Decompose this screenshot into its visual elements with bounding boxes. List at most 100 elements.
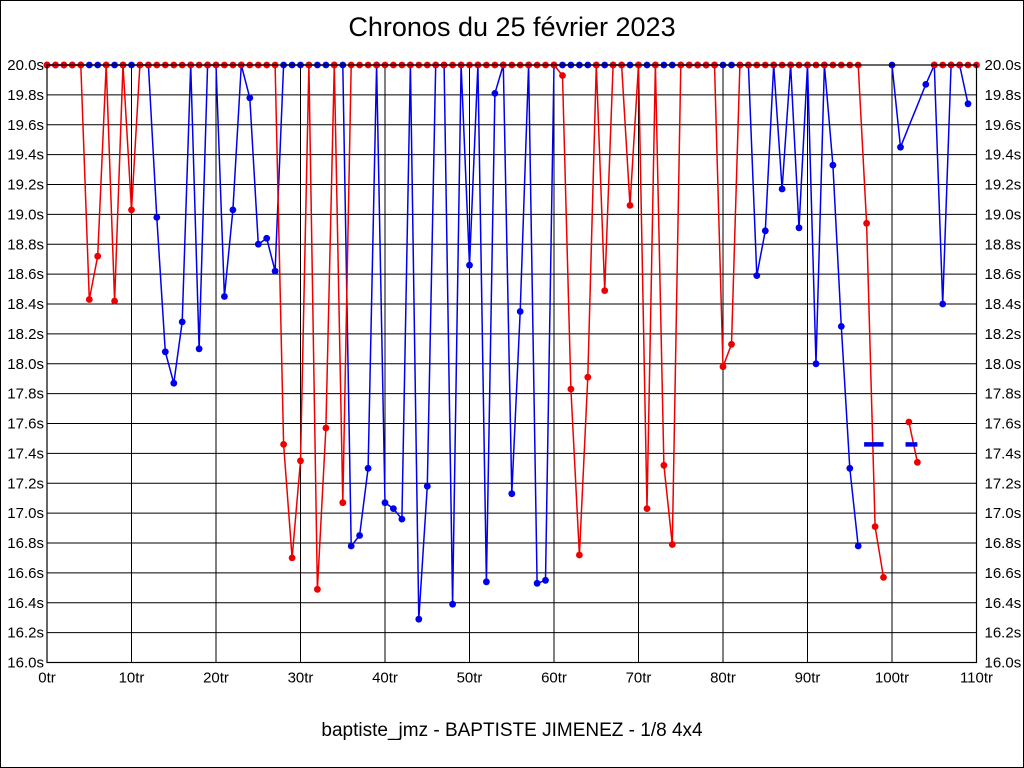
y-tick-label-right: 18.0s	[985, 356, 1022, 373]
data-point	[508, 490, 516, 498]
data-point	[466, 261, 473, 269]
data-point	[753, 272, 761, 279]
y-axis-labels-left: 20.0s 19.8s 19.6s 19.4s 19.2s 19.0s 18.8s 18.6s…	[7, 57, 44, 672]
data-point	[128, 206, 135, 214]
series-line	[908, 421, 919, 463]
x-tick-label: 10tr	[119, 670, 145, 687]
y-tick-label-left: 19.0s	[7, 206, 44, 223]
data-point	[897, 143, 904, 151]
y-tick-label-right: 17.6s	[985, 416, 1022, 433]
data-point	[153, 214, 161, 221]
data-point	[254, 240, 262, 248]
y-tick-label-right: 17.2s	[985, 475, 1022, 492]
data-point	[347, 542, 355, 550]
series-line	[47, 64, 885, 590]
data-point	[280, 441, 287, 448]
y-tick-label-left: 16.0s	[7, 655, 44, 672]
y-tick-label-left: 17.0s	[7, 505, 44, 522]
data-point	[939, 300, 947, 308]
y-tick-label-left: 20.0s	[7, 57, 44, 74]
x-tick-label: 70tr	[626, 670, 652, 687]
data-point	[905, 418, 913, 426]
data-point	[837, 323, 845, 330]
y-tick-label-right: 19.2s	[985, 177, 1022, 194]
data-point	[846, 464, 854, 472]
x-tick-label: 110tr	[960, 670, 993, 687]
y-tick-label-right: 16.6s	[985, 565, 1022, 582]
x-tick-label: 30tr	[288, 670, 314, 687]
data-point	[922, 81, 930, 88]
y-tick-label-left: 18.0s	[7, 356, 44, 373]
y-tick-label-left: 16.8s	[7, 535, 44, 552]
data-point	[854, 542, 862, 550]
data-point	[660, 461, 668, 469]
data-point	[271, 267, 279, 275]
y-tick-label-right: 17.0s	[985, 505, 1022, 522]
y-tick-label-right: 17.4s	[985, 445, 1022, 462]
data-point	[161, 348, 169, 356]
data-point	[170, 379, 178, 387]
data-point	[356, 532, 363, 539]
data-point	[668, 541, 676, 548]
data-point	[449, 600, 456, 608]
data-point	[415, 615, 423, 623]
data-point	[288, 554, 296, 562]
data-point	[871, 523, 879, 530]
y-tick-label-left: 16.2s	[7, 625, 44, 642]
y-tick-label-left: 16.6s	[7, 565, 44, 582]
data-point	[178, 318, 186, 326]
chart-title: Chronos du 25 février 2023	[348, 12, 676, 42]
y-tick-label-right: 16.4s	[985, 595, 1022, 612]
data-point	[364, 464, 372, 472]
data-point	[483, 578, 490, 586]
data-point	[761, 227, 769, 235]
data-point	[778, 185, 786, 193]
y-tick-label-left: 18.4s	[7, 296, 44, 313]
data-point	[297, 457, 304, 465]
y-tick-label-right: 17.8s	[985, 386, 1022, 403]
data-point	[795, 224, 803, 232]
y-tick-label-left: 19.8s	[7, 87, 44, 104]
data-point	[85, 296, 93, 303]
y-tick-label-left: 16.4s	[7, 595, 44, 612]
y-tick-label-left: 17.2s	[7, 475, 44, 492]
data-point	[533, 579, 541, 587]
y-tick-label-right: 20.0s	[985, 57, 1022, 74]
x-tick-label: 50tr	[457, 670, 483, 687]
data-point	[94, 252, 102, 260]
data-point	[880, 574, 887, 581]
y-tick-label-right: 18.4s	[985, 296, 1022, 313]
data-point	[111, 297, 118, 305]
chart-caption: baptiste_jmz - BAPTISTE JIMENEZ - 1/8 4x…	[321, 720, 703, 741]
data-point	[339, 499, 347, 507]
x-tick-label: 80tr	[710, 670, 736, 687]
data-point	[643, 505, 651, 512]
y-tick-label-right: 16.0s	[985, 655, 1022, 672]
data-point	[381, 499, 389, 507]
data-point	[914, 458, 921, 466]
data-point	[829, 161, 837, 169]
x-tick-label: 100tr	[875, 670, 909, 687]
y-tick-label-right: 19.6s	[985, 117, 1022, 134]
data-point	[390, 505, 397, 512]
data-point	[322, 424, 330, 432]
data-point	[229, 206, 237, 214]
y-tick-label-right: 16.2s	[985, 625, 1022, 642]
data-point	[263, 234, 271, 242]
y-tick-label-left: 19.2s	[7, 177, 44, 194]
data-point	[576, 551, 583, 559]
x-axis-labels: 0tr 10tr 20tr 30tr 40tr 50tr 60tr 70tr 80tr 90tr 1…	[38, 670, 993, 687]
data-point	[314, 585, 321, 593]
series-line	[47, 64, 859, 620]
data-point	[491, 90, 499, 97]
x-tick-label: 90tr	[795, 670, 821, 687]
y-tick-label-right: 18.6s	[985, 266, 1022, 283]
y-tick-label-right: 19.4s	[985, 147, 1022, 164]
y-tick-label-left: 19.6s	[7, 117, 44, 134]
x-tick-label: 0tr	[38, 670, 56, 687]
data-point	[542, 576, 549, 584]
data-point	[719, 363, 727, 371]
y-tick-label-right: 16.8s	[985, 535, 1022, 552]
data-point	[964, 100, 972, 108]
